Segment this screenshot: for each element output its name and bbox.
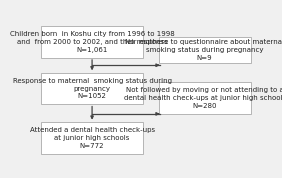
FancyBboxPatch shape xyxy=(41,73,144,104)
FancyBboxPatch shape xyxy=(41,122,144,154)
FancyBboxPatch shape xyxy=(41,26,144,58)
FancyBboxPatch shape xyxy=(159,82,250,114)
FancyBboxPatch shape xyxy=(159,37,250,63)
Text: Not followed by moving or not attending to a
dental health check-ups at junior h: Not followed by moving or not attending … xyxy=(124,87,282,109)
Text: Attended a dental health check-ups
at junior high schools
N=772: Attended a dental health check-ups at ju… xyxy=(30,127,155,149)
Text: Response to maternal  smoking status during
pregnancy
N=1052: Response to maternal smoking status duri… xyxy=(13,78,171,99)
Text: Children born  in Koshu city from 1996 to 1998
and  from 2000 to 2002, and their: Children born in Koshu city from 1996 to… xyxy=(10,31,175,53)
Text: No response to questionnaire about maternal
smoking status during pregnancy
N=9: No response to questionnaire about mater… xyxy=(125,39,282,61)
